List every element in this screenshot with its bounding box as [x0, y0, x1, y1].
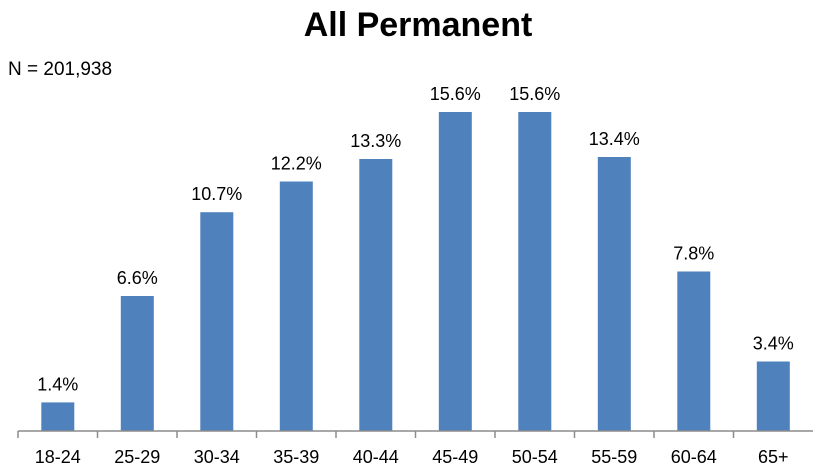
data-label-65+: 3.4% [753, 334, 794, 354]
sample-size-note: N = 201,938 [8, 59, 112, 80]
tick-label-50-54: 50-54 [512, 447, 558, 467]
data-label-50-54: 15.6% [509, 84, 560, 104]
bar-55-59 [597, 157, 631, 431]
tick-label-35-39: 35-39 [273, 447, 319, 467]
tick-label-60-64: 60-64 [671, 447, 717, 467]
tick-label-25-29: 25-29 [114, 447, 160, 467]
bar-35-39 [279, 181, 313, 431]
bars-group [41, 112, 790, 431]
data-label-60-64: 7.8% [673, 244, 714, 264]
data-labels-group: 1.4% 6.6% 10.7% 12.2% 13.3% 15.6% 15.6% 13.4% 7.… [37, 84, 794, 394]
bar-45-49 [438, 112, 472, 431]
tick-label-18-24: 18-24 [35, 447, 81, 467]
tick-label-65+: 65+ [758, 447, 789, 467]
x-axis-ticks-group: 18-24 25-29 30-34 35-39 40-44 45-49 50-54 55-59… [17, 431, 789, 467]
tick-label-30-34: 30-34 [194, 447, 240, 467]
bar-60-64 [677, 271, 711, 431]
tick-label-40-44: 40-44 [353, 447, 399, 467]
bar-50-54 [518, 112, 552, 431]
bar-40-44 [359, 159, 393, 431]
tick-label-45-49: 45-49 [432, 447, 478, 467]
data-label-18-24: 1.4% [37, 374, 78, 394]
data-label-25-29: 6.6% [117, 268, 158, 288]
data-label-45-49: 15.6% [430, 84, 481, 104]
chart-title: All Permanent [304, 6, 533, 44]
data-label-30-34: 10.7% [191, 184, 242, 204]
tick-label-55-59: 55-59 [591, 447, 637, 467]
bar-65+ [756, 361, 790, 431]
data-label-40-44: 13.3% [350, 131, 401, 151]
bar-18-24 [41, 402, 75, 431]
bar-25-29 [120, 296, 154, 431]
bar-30-34 [200, 212, 234, 431]
data-label-55-59: 13.4% [589, 129, 640, 149]
data-label-35-39: 12.2% [271, 154, 322, 174]
